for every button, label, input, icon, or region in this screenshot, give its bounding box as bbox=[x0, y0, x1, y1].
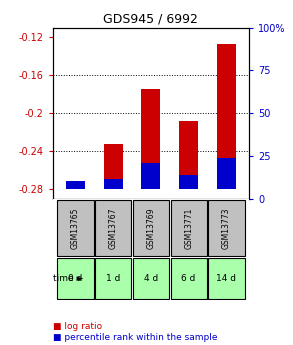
Text: ■ log ratio: ■ log ratio bbox=[53, 323, 102, 332]
Text: 14 d: 14 d bbox=[217, 274, 236, 283]
FancyBboxPatch shape bbox=[57, 258, 93, 299]
FancyBboxPatch shape bbox=[208, 258, 245, 299]
FancyBboxPatch shape bbox=[133, 258, 169, 299]
Text: 0 d: 0 d bbox=[68, 274, 83, 283]
Text: time ►: time ► bbox=[54, 274, 84, 283]
Text: GSM13767: GSM13767 bbox=[109, 207, 118, 249]
FancyBboxPatch shape bbox=[171, 200, 207, 256]
FancyBboxPatch shape bbox=[208, 200, 245, 256]
Bar bbox=[179, 175, 198, 189]
Text: GSM13773: GSM13773 bbox=[222, 207, 231, 249]
Bar bbox=[104, 144, 122, 189]
Bar bbox=[217, 158, 236, 189]
FancyBboxPatch shape bbox=[95, 200, 131, 256]
Text: GSM13769: GSM13769 bbox=[146, 207, 155, 249]
Bar bbox=[179, 121, 198, 189]
FancyBboxPatch shape bbox=[171, 258, 207, 299]
Bar bbox=[217, 44, 236, 189]
Text: GSM13771: GSM13771 bbox=[184, 207, 193, 249]
Text: 1 d: 1 d bbox=[106, 274, 120, 283]
FancyBboxPatch shape bbox=[95, 258, 131, 299]
Text: 6 d: 6 d bbox=[181, 274, 196, 283]
Text: GSM13765: GSM13765 bbox=[71, 207, 80, 249]
Bar bbox=[66, 180, 85, 189]
Bar bbox=[104, 179, 122, 189]
Bar bbox=[66, 186, 85, 189]
FancyBboxPatch shape bbox=[133, 200, 169, 256]
Text: ■ percentile rank within the sample: ■ percentile rank within the sample bbox=[53, 333, 217, 342]
Bar bbox=[142, 89, 160, 189]
Text: 4 d: 4 d bbox=[144, 274, 158, 283]
Bar bbox=[142, 164, 160, 189]
Title: GDS945 / 6992: GDS945 / 6992 bbox=[103, 12, 198, 25]
FancyBboxPatch shape bbox=[57, 200, 93, 256]
